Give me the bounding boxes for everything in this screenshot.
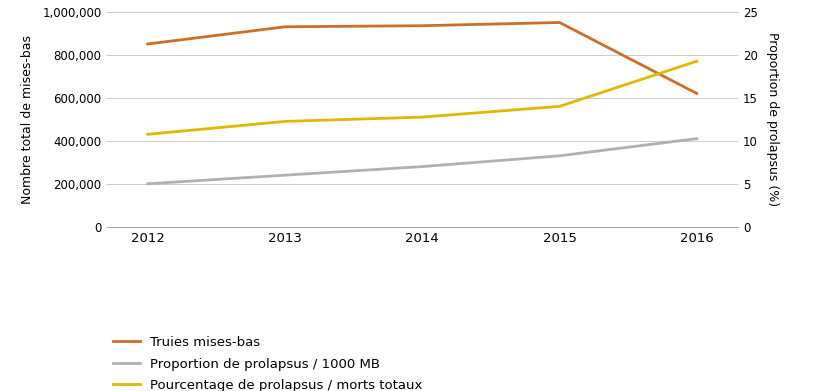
Truies mises-bas bbox=[280, 24, 290, 29]
Line: Truies mises-bas: Truies mises-bas bbox=[147, 23, 696, 93]
Line: Pourcentage de prolapsus / morts totaux: Pourcentage de prolapsus / morts totaux bbox=[147, 61, 696, 135]
Line: Proportion de prolapsus / 1000 MB: Proportion de prolapsus / 1000 MB bbox=[147, 139, 696, 184]
Pourcentage de prolapsus / morts totaux bbox=[554, 104, 563, 109]
Pourcentage de prolapsus / morts totaux bbox=[417, 115, 427, 120]
Truies mises-bas bbox=[691, 91, 701, 96]
Truies mises-bas bbox=[143, 42, 152, 47]
Pourcentage de prolapsus / morts totaux bbox=[691, 59, 701, 63]
Pourcentage de prolapsus / morts totaux bbox=[143, 132, 152, 137]
Truies mises-bas bbox=[554, 20, 563, 25]
Proportion de prolapsus / 1000 MB bbox=[554, 154, 563, 158]
Pourcentage de prolapsus / morts totaux bbox=[280, 119, 290, 124]
Legend: Truies mises-bas, Proportion de prolapsus / 1000 MB, Pourcentage de prolapsus / : Truies mises-bas, Proportion de prolapsu… bbox=[113, 336, 422, 391]
Y-axis label: Proportion de prolapsus (%): Proportion de prolapsus (%) bbox=[765, 32, 778, 206]
Proportion de prolapsus / 1000 MB bbox=[143, 181, 152, 186]
Proportion de prolapsus / 1000 MB bbox=[280, 173, 290, 178]
Proportion de prolapsus / 1000 MB bbox=[417, 164, 427, 169]
Truies mises-bas bbox=[417, 23, 427, 28]
Proportion de prolapsus / 1000 MB bbox=[691, 136, 701, 141]
Y-axis label: Nombre total de mises-bas: Nombre total de mises-bas bbox=[21, 35, 34, 204]
